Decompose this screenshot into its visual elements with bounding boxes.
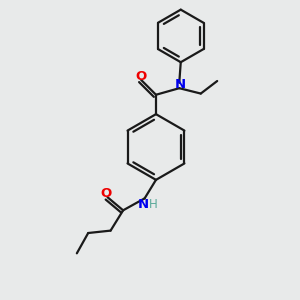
Text: N: N — [175, 77, 186, 91]
Text: O: O — [100, 187, 112, 200]
Text: N: N — [138, 198, 149, 211]
Text: H: H — [149, 198, 158, 211]
Text: O: O — [136, 70, 147, 83]
